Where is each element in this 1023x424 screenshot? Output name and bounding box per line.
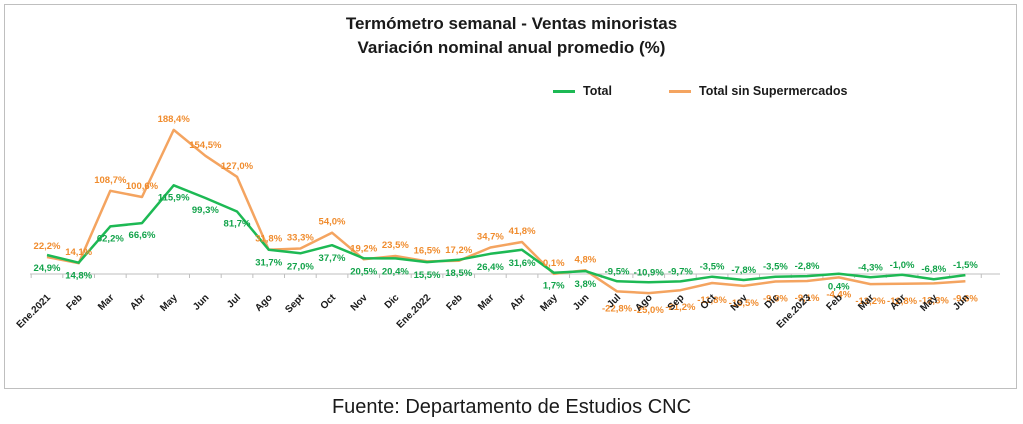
data-label-total: 27,0% <box>287 261 314 272</box>
data-label-sin-supermercados: -21,2% <box>665 302 696 313</box>
chart-frame <box>4 4 1017 389</box>
data-label-sin-supermercados: -13,2% <box>855 296 886 307</box>
data-label-sin-supermercados: -12,3% <box>919 295 950 306</box>
data-label-sin-supermercados: 188,4% <box>158 114 191 125</box>
data-label-sin-supermercados: 17,2% <box>445 245 472 256</box>
line-chart: 22,2% 14,1% 108,7%100,6% 188,4% 154,5% 127,0%… <box>15 114 1000 331</box>
data-label-sin-supermercados: -25,0% <box>634 305 665 316</box>
x-tick-label: Ene.2022 <box>395 292 434 331</box>
data-label-total: 31,6% <box>509 258 536 269</box>
legend-label-sin-supermercados: Total sin Supermercados <box>699 84 848 98</box>
data-label-sin-supermercados: 127,0% <box>221 161 254 172</box>
legend-swatch-sin-supermercados <box>669 89 691 93</box>
data-label-sin-supermercados: 4,8% <box>575 254 597 265</box>
data-label-total: -10,9% <box>634 267 665 278</box>
data-label-total: -3,5% <box>700 262 725 273</box>
data-label-total: 62,2% <box>97 233 124 244</box>
x-tick-label: Feb <box>64 292 84 312</box>
x-tick-label: May <box>538 292 560 314</box>
data-label-sin-supermercados: -15,5% <box>729 298 760 309</box>
x-tick-label: Jun <box>191 292 211 312</box>
legend-swatch-total <box>553 89 575 93</box>
chart-title: Termómetro semanal - Ventas minoristas <box>345 14 678 33</box>
x-tick-label: Ene.2021 <box>15 292 54 331</box>
series-line-sin-supermercados <box>46 128 966 295</box>
data-label-sin-supermercados: 154,5% <box>189 140 222 151</box>
data-label-total: 20,4% <box>382 266 409 277</box>
data-label-total: 3,8% <box>575 279 597 290</box>
x-tick-label: Sept <box>283 292 307 316</box>
data-label-total: 15,5% <box>414 270 441 281</box>
data-label-sin-supermercados: -4,4% <box>826 289 851 300</box>
data-label-sin-supermercados: -11,8% <box>697 295 727 306</box>
data-label-total: -1,5% <box>953 260 978 271</box>
data-label-total: 18,5% <box>445 268 472 279</box>
data-label-total: -4,3% <box>858 262 883 273</box>
data-label-sin-supermercados: -9,1% <box>795 293 820 304</box>
x-tick-label: Abr <box>128 292 148 312</box>
data-label-total: 14,8% <box>65 271 92 282</box>
data-label-sin-supermercados: 108,7% <box>94 175 127 186</box>
series-line-total <box>46 184 966 284</box>
chart-subtitle: Variación nominal anual promedio (%) <box>357 38 666 57</box>
data-label-sin-supermercados: 100,6% <box>126 181 159 192</box>
x-tick-label: Nov <box>729 292 750 313</box>
data-label-sin-supermercados: 16,5% <box>414 245 441 256</box>
x-tick-label: Jul <box>225 292 243 310</box>
x-tick-label: Feb <box>444 292 464 312</box>
data-label-sin-supermercados: 33,3% <box>287 233 314 244</box>
data-label-total: 26,4% <box>477 262 504 273</box>
x-tick-label: Oct <box>319 292 339 312</box>
x-tick-label: Nov <box>349 292 370 313</box>
data-label-total: 0,4% <box>828 282 850 293</box>
data-label-sin-supermercados: -12,8% <box>887 296 918 307</box>
x-tick-label: Mar <box>96 292 116 312</box>
legend-label-total: Total <box>583 84 612 98</box>
data-label-sin-supermercados: 22,2% <box>34 241 61 252</box>
data-label-total: -6,8% <box>921 264 946 275</box>
x-tick-label: May <box>158 292 180 314</box>
data-label-total: -2,8% <box>795 261 820 272</box>
data-label-sin-supermercados: -22,8% <box>602 303 633 314</box>
data-label-total: 81,7% <box>224 218 251 229</box>
data-label-total: -7,8% <box>731 265 756 276</box>
data-label-total: 37,7% <box>319 253 346 264</box>
data-label-sin-supermercados: 19,2% <box>350 243 377 254</box>
data-label-total: -3,5% <box>763 262 788 273</box>
data-label-total: 66,6% <box>129 230 156 241</box>
data-label-total: 99,3% <box>192 205 219 216</box>
legend-item-sin-supermercados: Total sin Supermercados <box>669 84 847 98</box>
x-tick-label: Dic <box>383 292 402 311</box>
data-label-total: 115,9% <box>158 192 190 203</box>
data-label-total: -9,7% <box>668 266 693 277</box>
data-label-sin-supermercados: 34,7% <box>477 231 504 242</box>
data-label-sin-supermercados: -9,8% <box>763 293 788 304</box>
data-label-sin-supermercados: 54,0% <box>319 217 346 228</box>
data-label-total: 20,5% <box>350 266 377 277</box>
data-label-sin-supermercados: 23,5% <box>382 240 409 251</box>
legend-item-total: Total <box>553 84 612 98</box>
data-label-sin-supermercados: -9,6% <box>953 293 978 304</box>
data-label-total: -1,0% <box>890 260 915 271</box>
data-label-total: -9,5% <box>605 266 630 277</box>
data-label-total: 1,7% <box>543 281 565 292</box>
source-note: Fuente: Departamento de Estudios CNC <box>331 396 692 418</box>
data-label-sin-supermercados: 14,1% <box>65 247 92 258</box>
data-label-total: 31,7% <box>255 258 282 269</box>
data-label-sin-supermercados: 41,8% <box>509 226 536 237</box>
data-label-sin-supermercados: 0,1% <box>543 258 565 269</box>
x-tick-label: Ago <box>253 292 275 314</box>
data-label-total: 24,9% <box>34 263 61 274</box>
data-label-sin-supermercados: 31,8% <box>255 234 282 245</box>
x-tick-label: Jun <box>571 292 591 312</box>
x-tick-label: Abr <box>508 292 528 312</box>
x-tick-label: Mar <box>476 292 496 312</box>
